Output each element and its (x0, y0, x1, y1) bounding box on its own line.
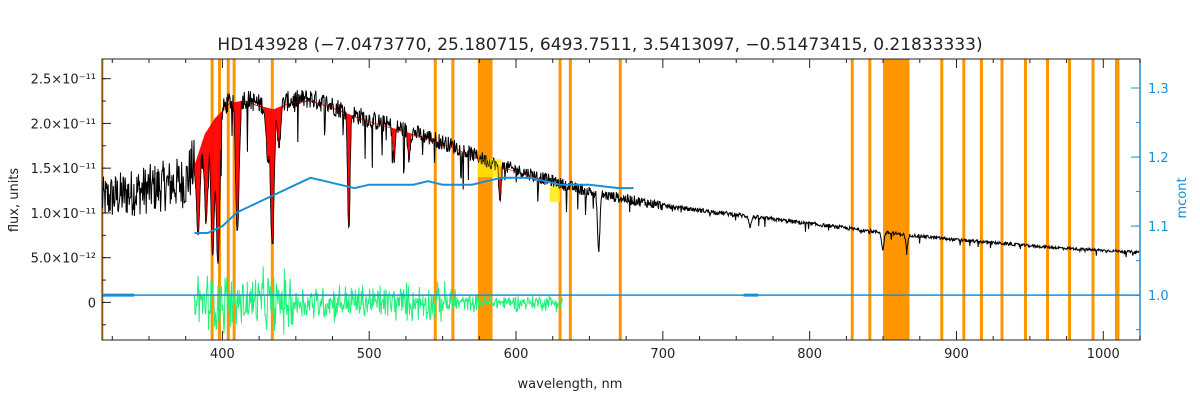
masked-line (850, 59, 854, 340)
masked-line (1068, 59, 1072, 340)
y-tick-label: 0 (88, 296, 96, 311)
model-fit-area (194, 100, 563, 266)
x-tick-label: 400 (210, 347, 235, 362)
masked-line (568, 59, 572, 340)
masked-line (962, 59, 966, 340)
x-axis-title: wavelength, nm (518, 377, 623, 392)
x-tick-label: 800 (797, 347, 822, 362)
y2-tick-label: 1.2 (1148, 151, 1169, 166)
masked-line (1046, 59, 1050, 340)
masked-line (868, 59, 872, 340)
tick-marks: 400 500 600 700 800 900 1000 0 5.0×10⁻¹² 1.0×10⁻¹… (31, 59, 1169, 362)
x-tick-label: 1000 (1087, 347, 1120, 362)
y2-tick-label: 1.0 (1148, 289, 1169, 304)
masked-regions (102, 59, 1120, 340)
masked-band (477, 59, 493, 340)
masked-line (451, 59, 455, 340)
y2-tick-label: 1.3 (1148, 82, 1169, 97)
y-axis-title: flux, units (7, 168, 22, 233)
masked-line (940, 59, 944, 340)
y-tick-label: 2.5×10⁻¹¹ (31, 73, 96, 88)
observed-flux-overlay (194, 90, 663, 264)
masked-line (232, 59, 236, 340)
fit-highlight (549, 186, 561, 203)
masked-band (883, 59, 910, 340)
y-tick-label: 5.0×10⁻¹² (31, 252, 96, 267)
mcont-series (194, 176, 634, 234)
y-tick-label: 1.0×10⁻¹¹ (31, 207, 96, 222)
y2-tick-label: 1.1 (1148, 220, 1169, 235)
y-tick-label: 1.5×10⁻¹¹ (31, 162, 96, 177)
x-tick-label: 700 (650, 347, 675, 362)
masked-line (1091, 59, 1095, 340)
residual-series (194, 266, 564, 335)
spectrum-data (102, 90, 1140, 335)
masked-band (1115, 59, 1120, 340)
masked-line (1023, 59, 1027, 340)
y2-axis-title: mcont (1175, 177, 1190, 218)
masked-line (433, 59, 437, 340)
x-tick-label: 900 (944, 347, 969, 362)
chart-title: HD143928 (−7.0473770, 25.180715, 6493.75… (217, 35, 982, 55)
x-tick-label: 500 (357, 347, 382, 362)
x-tick-label: 600 (504, 347, 529, 362)
masked-line (979, 59, 983, 340)
masked-line (1000, 59, 1004, 340)
masked-line (226, 59, 230, 340)
y-tick-label: 2.0×10⁻¹¹ (31, 117, 96, 132)
axes (101, 58, 1141, 341)
